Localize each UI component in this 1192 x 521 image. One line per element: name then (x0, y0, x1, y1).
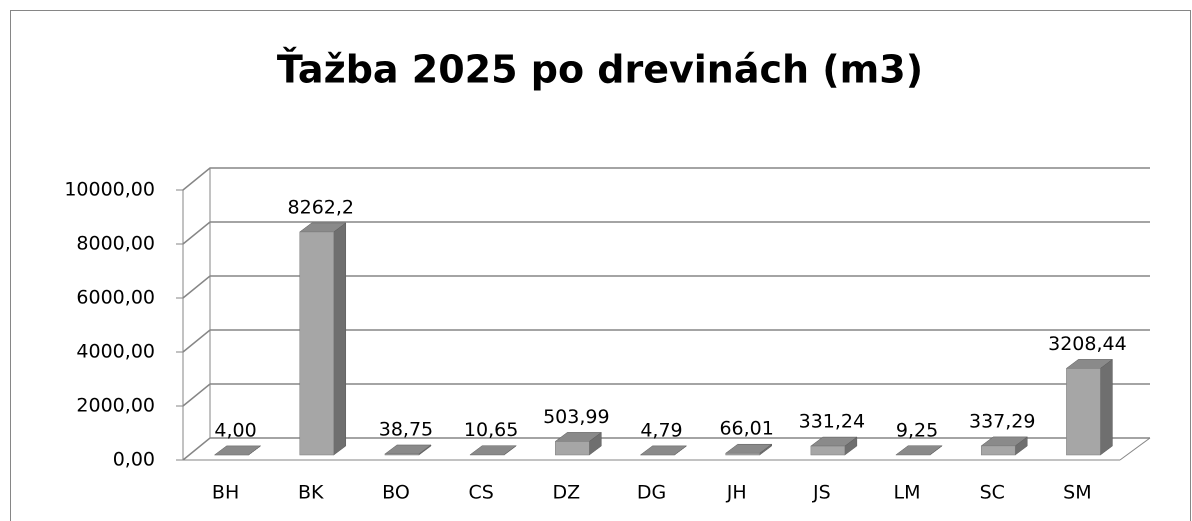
x-tick-label: BH (212, 482, 239, 504)
bar (299, 231, 335, 456)
x-tick-label: JS (812, 482, 831, 504)
bar-side (333, 222, 347, 456)
bar (980, 445, 1016, 456)
x-tick-label: BO (382, 482, 410, 504)
x-tick-label: DG (637, 482, 666, 504)
data-label: 337,29 (969, 410, 1035, 432)
chart-title: Ťažba 2025 po drevinách (m3) (277, 48, 923, 92)
y-tick-label: 6000,00 (76, 287, 155, 309)
bar (555, 441, 590, 456)
x-tick-label: JH (726, 482, 747, 504)
y-tick-label: 10000,00 (64, 179, 155, 201)
bar-side (1100, 358, 1113, 456)
x-tick-label: SC (980, 482, 1005, 504)
x-tick-label: BK (298, 482, 324, 504)
x-tick-label: DZ (552, 482, 580, 504)
grid-line (182, 167, 1150, 191)
bar (384, 453, 420, 456)
grid-line (182, 221, 1150, 245)
y-tick-label: 2000,00 (76, 395, 155, 417)
data-label: 9,25 (896, 419, 938, 441)
y-tick-label: 4000,00 (76, 341, 155, 363)
data-label: 10,65 (464, 419, 518, 441)
data-label: 66,01 (719, 418, 773, 440)
grid-line (182, 383, 1150, 407)
data-label: 38,75 (379, 418, 433, 440)
grid-line (182, 275, 1150, 299)
data-label: 8262,2 (288, 196, 354, 218)
x-tick-label: SM (1063, 482, 1091, 504)
grid-line (182, 329, 1150, 353)
bar (810, 445, 846, 456)
bar (725, 452, 760, 456)
data-label: 503,99 (543, 406, 609, 428)
bar (1066, 368, 1101, 456)
data-label: 4,79 (640, 419, 682, 441)
x-tick-label: LM (894, 482, 921, 504)
data-label: 3208,44 (1048, 333, 1127, 355)
x-tick-label: CS (468, 482, 493, 504)
y-tick-label: 8000,00 (76, 233, 155, 255)
floor-right (1119, 437, 1151, 461)
data-label: 4,00 (214, 419, 256, 441)
data-label: 331,24 (799, 411, 865, 433)
y-tick-label: 0,00 (113, 449, 155, 471)
